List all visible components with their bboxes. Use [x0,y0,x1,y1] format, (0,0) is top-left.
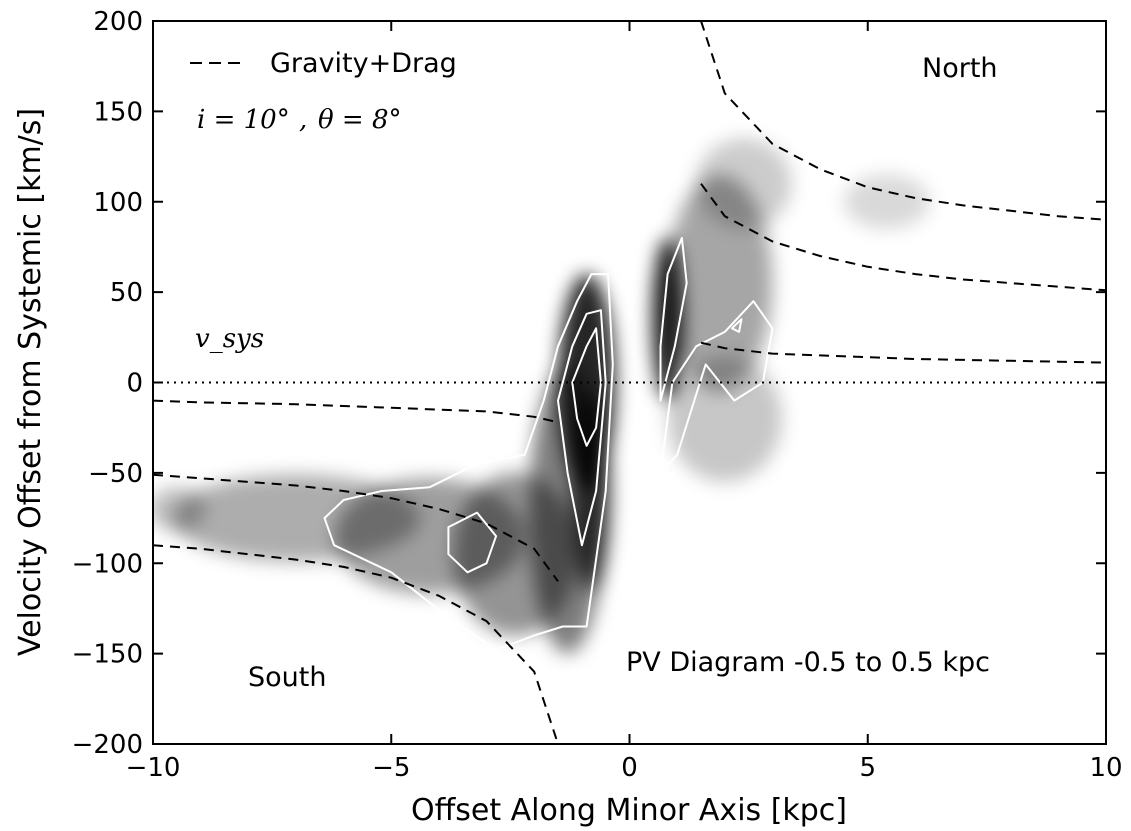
model-curve-north-0 [700,21,1106,221]
legend: Gravity+Drag [190,48,457,79]
south-label: South [248,662,326,693]
x-tick-label-2: 0 [621,753,638,783]
gravity-drag-curves [153,21,1106,744]
y-tick-label-1: 150 [93,97,143,127]
contour-6 [730,318,743,333]
model-curve-south-2 [153,544,559,744]
x-tick-label-3: 5 [859,753,876,783]
emission-blob-6 [153,487,206,531]
x-axis-ticks: −10 −5 0 5 10 [126,21,1123,783]
contour-lines [323,236,774,651]
y-tick-label-3: 50 [110,278,143,308]
theta-label: θ = 8° [318,105,402,135]
contour-4 [659,300,774,474]
inclination-label: i = 10° [197,105,290,135]
model-curve-north-1 [700,183,1106,292]
y-tick-label-8: −200 [72,730,143,760]
y-tick-label-2: 100 [93,188,143,218]
emission-blob-11 [667,355,782,482]
vsys-label: v_sys [195,324,264,354]
model-curve-south-1 [153,473,559,582]
plot-area [153,21,1106,744]
x-axis-title: Offset Along Minor Axis [kpc] [411,793,847,828]
y-tick-label-7: −150 [72,640,143,670]
y-axis-ticks: 200 150 100 50 0 −50 −100 −150 −200 [72,7,1106,760]
y-tick-label-5: −50 [88,459,143,489]
contour-3 [447,511,498,574]
y-tick-label-0: 200 [93,7,143,37]
parameter-label: i = 10° , θ = 8° [197,105,402,135]
y-tick-label-4: 0 [126,369,143,399]
north-label: North [922,53,998,84]
legend-label: Gravity+Drag [270,48,457,79]
x-tick-label-1: −5 [372,753,410,783]
pv-diagram-label: PV Diagram -0.5 to 0.5 kpc [626,647,990,678]
contour-1 [557,309,607,547]
emission-blob-9 [696,138,792,229]
model-curve-south-0 [153,399,559,424]
x-tick-label-0: −10 [126,753,181,783]
x-tick-label-4: 10 [1089,753,1122,783]
contour-2 [571,327,602,447]
emission-blob-10 [843,174,930,229]
y-tick-label-6: −100 [72,549,143,579]
emission-blob-8 [667,174,773,392]
model-curve-north-2 [700,341,1106,364]
contour-0 [323,273,614,651]
contour-5 [659,236,688,402]
parameter-separator: , [299,105,307,135]
y-axis-title: Velocity Offset from Systemic [km/s] [13,108,48,656]
